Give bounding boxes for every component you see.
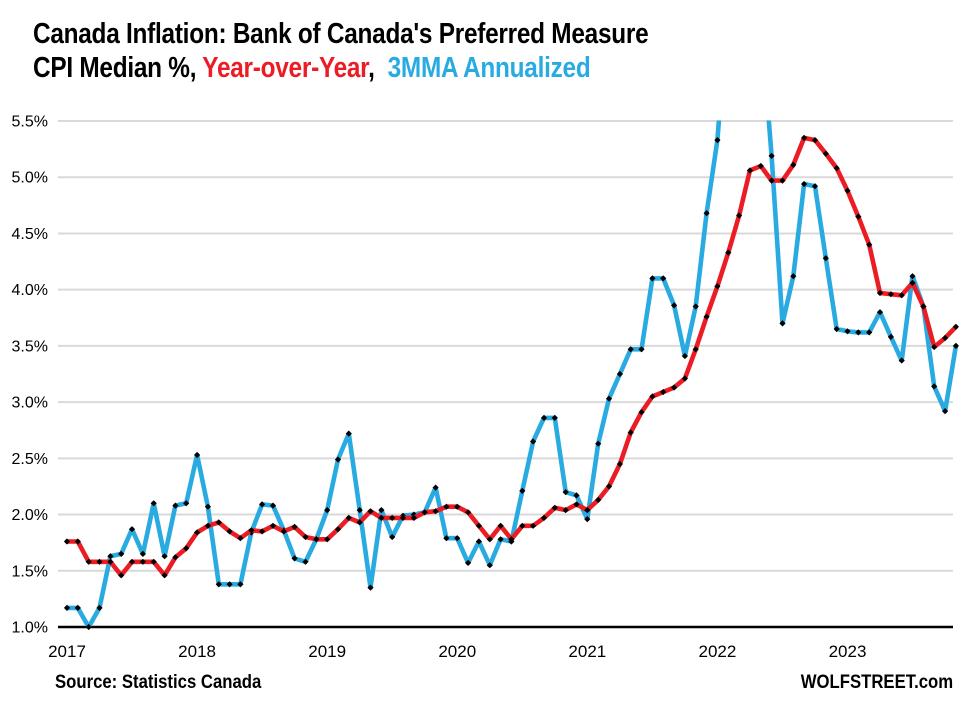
y-axis-tick-label: 4.0% xyxy=(12,282,48,299)
brand-watermark: WOLFSTREET.com xyxy=(800,672,953,693)
y-axis-tick-label: 4.5% xyxy=(12,226,48,243)
data-point-markers-yoy xyxy=(63,134,959,579)
y-axis-tick-label: 3.0% xyxy=(12,395,48,412)
y-axis-tick-label: 5.5% xyxy=(12,114,48,131)
y-axis-tick-label: 1.0% xyxy=(12,620,48,637)
x-axis-tick-label: 2019 xyxy=(308,642,346,661)
x-axis-tick-label: 2018 xyxy=(178,642,216,661)
x-axis-tick-label: 2021 xyxy=(568,642,606,661)
x-axis-tick-label: 2020 xyxy=(438,642,476,661)
y-axis-tick-label: 2.5% xyxy=(12,451,48,468)
chart-title-block: Canada Inflation: Bank of Canada's Prefe… xyxy=(33,17,963,85)
subtitle-segment-cpi-median: CPI Median %, xyxy=(33,52,203,84)
y-axis-tick-label: 2.0% xyxy=(12,507,48,524)
series-group xyxy=(63,120,959,631)
data-point-markers-3mma xyxy=(63,137,959,631)
source-note: Source: Statistics Canada xyxy=(55,672,262,693)
series-line-yoy xyxy=(64,135,959,578)
subtitle-segment-yoy: Year-over-Year xyxy=(202,52,369,84)
chart-title: Canada Inflation: Bank of Canada's Prefe… xyxy=(33,18,649,50)
y-axis-tick-label: 1.5% xyxy=(12,563,48,580)
chart-subtitle: CPI Median %, Year-over-Year, 3MMA Annua… xyxy=(33,51,814,85)
y-axis-tick-label: 3.5% xyxy=(12,338,48,355)
x-axis-tick-label: 2023 xyxy=(829,642,867,661)
y-axis-tick-label: 5.0% xyxy=(12,170,48,187)
x-axis-tick-label: 2017 xyxy=(48,642,86,661)
x-axis-tick-label: 2022 xyxy=(699,642,737,661)
subtitle-segment-comma: , xyxy=(368,52,388,84)
subtitle-segment-3mma: 3MMA Annualized xyxy=(387,52,591,84)
